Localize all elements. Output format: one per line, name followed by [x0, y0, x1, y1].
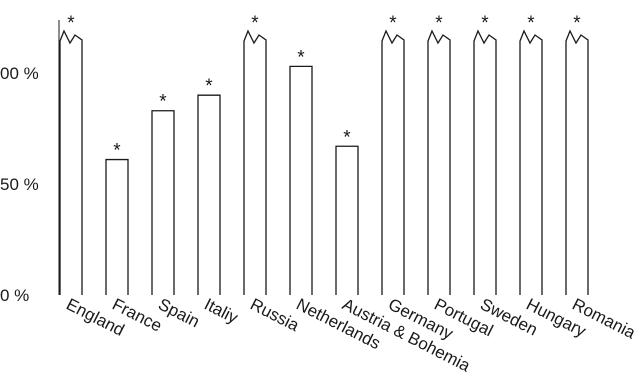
x-tick-label: Russia [247, 295, 302, 336]
bar-sweden [473, 29, 497, 295]
bar-annotation: * [113, 141, 121, 162]
bar-france [105, 158, 129, 295]
bar-annotation: * [573, 13, 581, 34]
bar-portugal [427, 29, 451, 295]
bar-hungary [519, 29, 543, 295]
bar-annotation: * [481, 13, 489, 34]
bars: * * * * * * * * * * * * [59, 13, 589, 295]
bar-italiy [197, 94, 221, 295]
bar-annotation: * [435, 13, 443, 34]
bar-austria-bohemia [335, 145, 359, 295]
bar-annotation: * [527, 13, 535, 34]
bar-germany [381, 29, 405, 295]
bar-annotation: * [205, 76, 213, 97]
bar-annotation: * [389, 13, 397, 34]
bar-netherlands [289, 65, 313, 295]
bar-romania [565, 29, 589, 295]
bar-annotation: * [67, 13, 75, 34]
x-tick-label: Italiy [201, 295, 241, 328]
bar-russia [243, 29, 267, 295]
x-tick-label: Spain [155, 295, 202, 332]
y-tick-label: 0 % [0, 286, 29, 305]
y-tick-label: 50 % [0, 175, 39, 194]
bar-annotation: * [297, 47, 305, 68]
y-axis: 0 % 50 % 00 % [0, 20, 60, 305]
bar-spain [151, 110, 175, 295]
bar-annotation: * [251, 13, 259, 34]
bar-annotation: * [159, 92, 167, 113]
bar-annotation: * [343, 127, 351, 148]
bar-england [59, 29, 83, 295]
y-tick-label: 00 % [0, 64, 39, 83]
